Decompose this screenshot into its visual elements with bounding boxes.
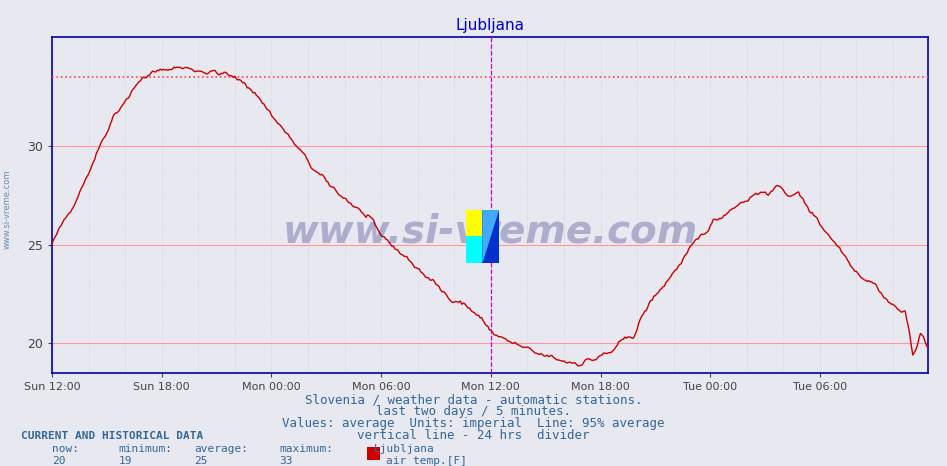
Text: Values: average  Units: imperial  Line: 95% average: Values: average Units: imperial Line: 95… — [282, 417, 665, 430]
Polygon shape — [483, 210, 499, 263]
Text: Ljubljana: Ljubljana — [374, 444, 435, 453]
Text: air temp.[F]: air temp.[F] — [386, 456, 468, 466]
Bar — [466, 237, 483, 263]
Text: www.si-vreme.com: www.si-vreme.com — [282, 213, 698, 251]
Text: minimum:: minimum: — [118, 444, 172, 453]
Text: now:: now: — [52, 444, 80, 453]
Text: vertical line - 24 hrs  divider: vertical line - 24 hrs divider — [357, 429, 590, 442]
Text: 25: 25 — [194, 456, 207, 466]
Polygon shape — [483, 210, 499, 263]
Text: last two days / 5 minutes.: last two days / 5 minutes. — [376, 405, 571, 418]
Text: Slovenia / weather data - automatic stations.: Slovenia / weather data - automatic stat… — [305, 394, 642, 407]
Text: maximum:: maximum: — [279, 444, 333, 453]
Text: CURRENT AND HISTORICAL DATA: CURRENT AND HISTORICAL DATA — [21, 431, 203, 441]
Text: 19: 19 — [118, 456, 132, 466]
Bar — [466, 210, 483, 237]
Polygon shape — [483, 210, 499, 263]
Text: www.si-vreme.com: www.si-vreme.com — [3, 170, 12, 249]
Polygon shape — [483, 210, 499, 263]
Text: average:: average: — [194, 444, 248, 453]
Title: Ljubljana: Ljubljana — [456, 18, 525, 34]
Text: 33: 33 — [279, 456, 293, 466]
Text: 20: 20 — [52, 456, 65, 466]
